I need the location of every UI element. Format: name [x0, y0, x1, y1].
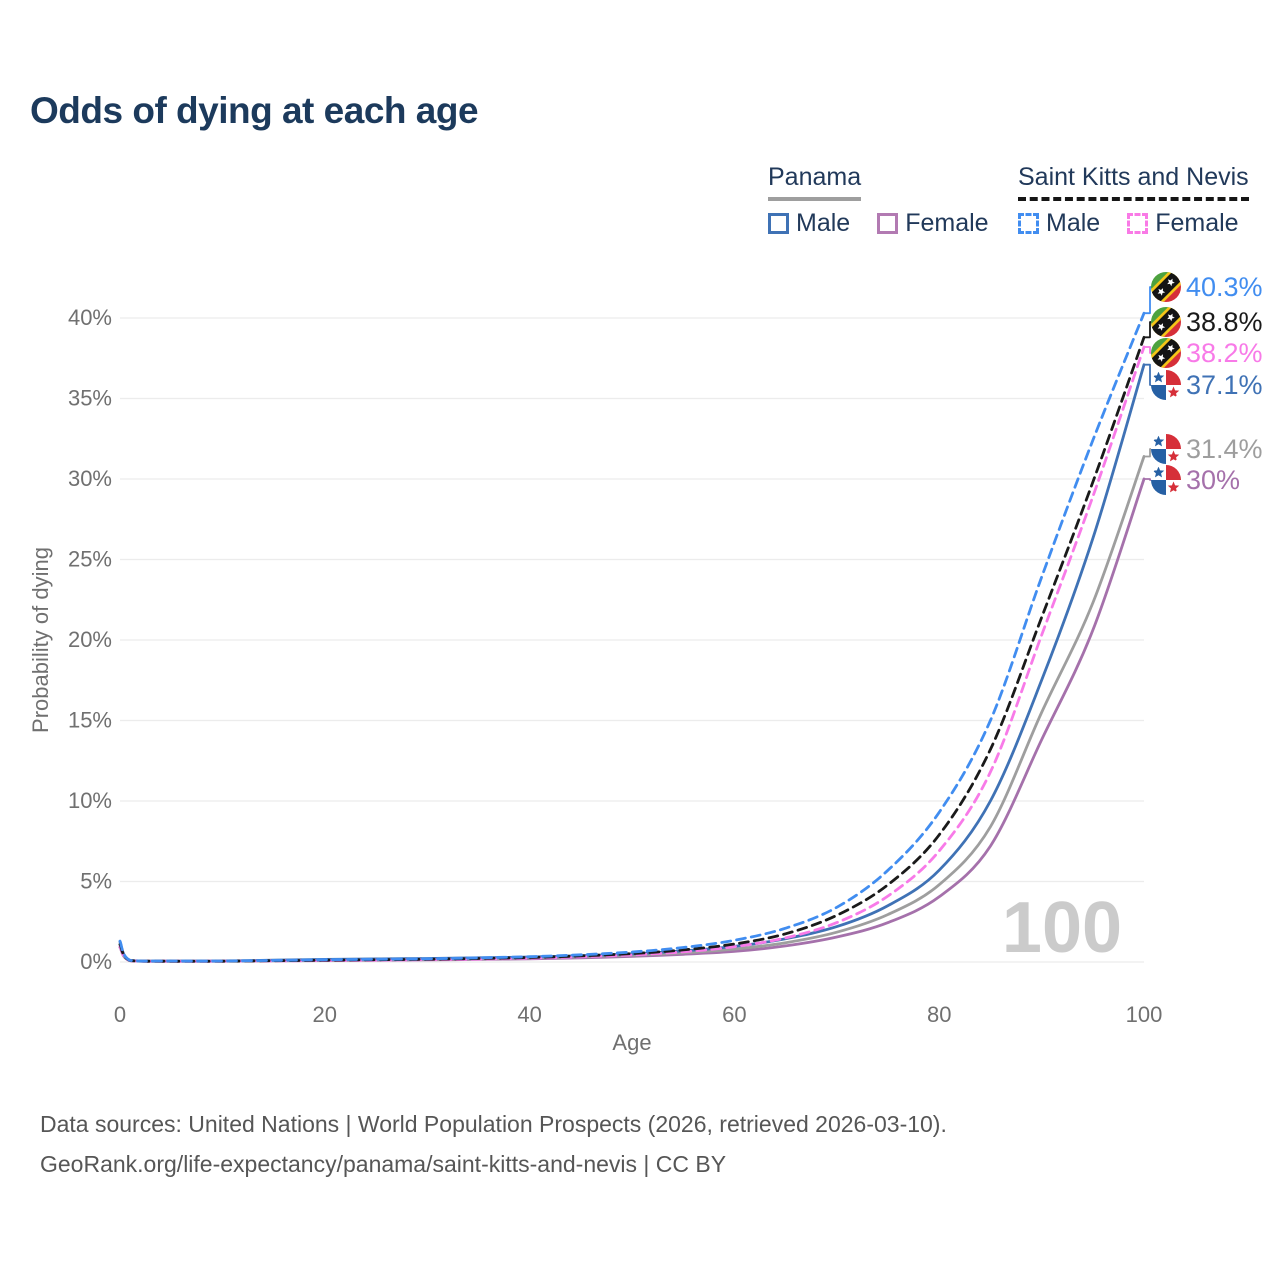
- y-tick-label: 20%: [68, 627, 112, 652]
- legend-item-saint-kitts-male[interactable]: Male: [1018, 209, 1100, 238]
- legend-group-saint-kitts: Saint Kitts and Nevis Male Female: [1018, 163, 1249, 238]
- series-line-saint-kitts-and-nevis-both[interactable]: [118, 335, 1146, 963]
- saint-kitts-female-swatch-icon: [1127, 213, 1149, 234]
- end-value-label: 37.1%: [1186, 370, 1263, 400]
- y-tick-label: 0%: [80, 949, 112, 974]
- legend-panama-female-label: Female: [905, 209, 989, 237]
- series-line-panama-both[interactable]: [118, 455, 1146, 963]
- panama-flag-icon: [1151, 465, 1181, 495]
- chart-canvas[interactable]: 0% 5% 10% 15% 20% 25% 30% 35% 40% 0 20 40 60 80 100 Age…: [0, 0, 1280, 1080]
- end-value-label: 30%: [1186, 465, 1240, 495]
- x-tick-label: 20: [313, 1002, 337, 1027]
- x-tick-label: 60: [722, 1002, 746, 1027]
- y-tick-label: 30%: [68, 466, 112, 491]
- saint-kitts-male-swatch-icon: [1018, 213, 1039, 234]
- legend-item-saint-kitts-female[interactable]: Female: [1127, 209, 1239, 238]
- footer-data-sources: Data sources: United Nations | World Pop…: [40, 1111, 947, 1137]
- legend-item-panama-male[interactable]: Male: [768, 209, 850, 238]
- chart-area[interactable]: 0% 5% 10% 15% 20% 25% 30% 35% 40% 0 20 40 60 80 100 Age…: [0, 0, 1280, 1080]
- legend-panama-male-label: Male: [796, 209, 851, 237]
- y-tick-label: 10%: [68, 788, 112, 813]
- panama-male-swatch-icon: [768, 213, 789, 234]
- panama-flag-icon: [1151, 434, 1181, 464]
- page-title: Odds of dying at each age: [30, 90, 479, 131]
- x-tick-label: 80: [927, 1002, 951, 1027]
- footer: Data sources: United Nations | World Pop…: [40, 1104, 1240, 1184]
- end-value-label: 38.2%: [1186, 338, 1263, 368]
- x-tick-label: 100: [1126, 1002, 1163, 1027]
- legend-country-panama-label: Panama: [768, 163, 862, 191]
- end-value-label: 38.8%: [1186, 307, 1263, 337]
- panama-flag-icon: [1151, 370, 1181, 400]
- y-tick-label: 25%: [68, 547, 112, 572]
- legend-group-panama: Panama Male Female: [768, 163, 989, 238]
- y-tick-label: 15%: [68, 708, 112, 733]
- legend-country-panama[interactable]: Panama: [768, 163, 862, 201]
- y-tick-label: 40%: [68, 305, 112, 330]
- end-value-label: 40.3%: [1186, 272, 1263, 302]
- legend-row-panama: Male Female: [768, 209, 989, 238]
- legend-country-saint-kitts-label: Saint Kitts and Nevis: [1018, 163, 1249, 191]
- legend-item-panama-female[interactable]: Female: [877, 209, 989, 238]
- age-indicator-watermark: 100: [1002, 888, 1122, 968]
- legend-row-saint-kitts: Male Female: [1018, 209, 1249, 238]
- legend: Panama Male Female Saint Kitts and Nevis…: [0, 163, 1280, 243]
- y-axis-title: Probability of dying: [28, 547, 53, 733]
- series-line-saint-kitts-and-nevis-male[interactable]: [118, 311, 1146, 963]
- end-value-label: 31.4%: [1186, 434, 1263, 464]
- x-tick-label: 40: [517, 1002, 541, 1027]
- series-line-saint-kitts-and-nevis-female[interactable]: [118, 345, 1146, 963]
- legend-country-saint-kitts[interactable]: Saint Kitts and Nevis: [1018, 163, 1249, 201]
- y-tick-label: 35%: [68, 386, 112, 411]
- panama-female-swatch-icon: [877, 213, 899, 234]
- x-tick-label: 0: [114, 1002, 126, 1027]
- series-line-panama-male[interactable]: [118, 363, 1146, 963]
- y-tick-label: 5%: [80, 869, 112, 894]
- legend-saint-kitts-female-label: Female: [1155, 209, 1239, 237]
- x-axis-title: Age: [612, 1030, 651, 1055]
- legend-saint-kitts-male-label: Male: [1046, 209, 1101, 237]
- footer-attribution-link: GeoRank.org/life-expectancy/panama/saint…: [40, 1151, 727, 1177]
